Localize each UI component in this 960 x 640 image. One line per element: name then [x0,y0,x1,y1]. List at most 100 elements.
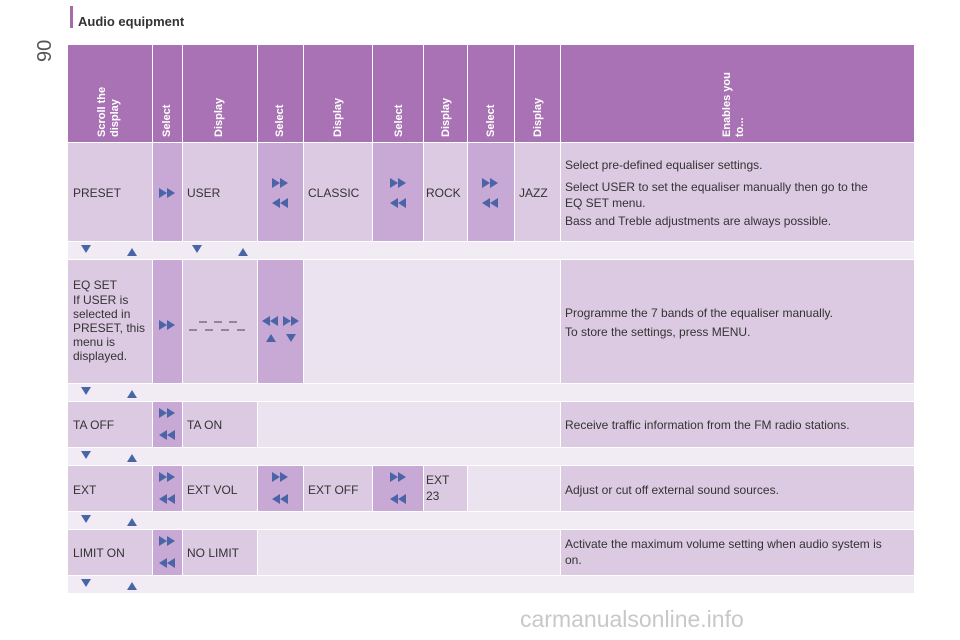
eqset-cell-1: EQ SET If USER is selected in PRESET, th… [68,260,152,383]
header-scroll: Scroll the display [68,45,152,142]
header-select-4: Select [468,45,514,142]
arrow-up-icon [266,334,276,342]
section-title: Audio equipment [78,14,185,29]
ta-desc: Receive traffic information from the FM … [565,418,850,432]
rewind-icon [270,198,288,208]
eqset-label: EQ SET [73,278,118,292]
eqset-select-2 [258,260,303,383]
arrow-up-icon [127,248,137,256]
header-display-3-label: Display [440,97,452,137]
preset-desc-2: Select USER to set the equaliser manuall… [565,180,868,210]
ext-cell-1: EXT [68,466,152,511]
arrow-up-icon [127,454,137,462]
header-select-2: Select [258,45,303,142]
header-select-3: Select [373,45,423,142]
section-marker [70,6,73,28]
limit-desc: Activate the maximum volume setting when… [565,537,882,567]
preset-description: Select pre-defined equaliser settings. S… [561,143,914,241]
scroll-bar-5 [68,576,914,593]
limit-cell-2: NO LIMIT [183,530,257,575]
rock-label: ROCK [426,186,461,200]
ta-description: Receive traffic information from the FM … [561,402,914,447]
preset-cell-2: USER [183,143,257,241]
scroll-bar-2 [68,384,914,401]
preset-select-2 [258,143,303,241]
ext-label: EXT [73,483,97,497]
rewind-icon [157,558,175,568]
header-display-4: Display [515,45,560,142]
fast-forward-icon [272,178,290,188]
scroll-bar-3 [68,448,914,465]
rewind-icon [157,494,175,504]
eqset-select-1 [153,260,182,383]
rewind-icon [157,430,175,440]
limit-description: Activate the maximum volume setting when… [561,530,914,575]
fast-forward-icon [159,320,177,330]
limit-select-1 [153,530,182,575]
header-select-2-label: Select [274,104,286,137]
limit-empty [258,530,560,575]
header-select-1: Select [153,45,182,142]
scroll-bar-4 [68,512,914,529]
arrow-down-icon [81,579,91,587]
fast-forward-icon [159,408,177,418]
ta-cell-2: TA ON [183,402,257,447]
ta-off-label: TA OFF [73,418,115,432]
rewind-icon [260,316,278,326]
fast-forward-icon [283,316,301,326]
limit-cell-1: LIMIT ON [68,530,152,575]
ext-desc: Adjust or cut off external sound sources… [565,483,779,497]
header-display-3: Display [424,45,467,142]
ta-on-label: TA ON [187,418,223,432]
eqset-empty [304,260,560,383]
ext-select-1 [153,466,182,511]
fast-forward-icon [159,472,177,482]
arrow-up-icon [127,518,137,526]
page-number: 90 [34,39,56,62]
arrow-down-icon [81,515,91,523]
arrow-up-icon [127,390,137,398]
equaliser-bands-icon [189,321,245,331]
header-display-2-label: Display [332,97,344,137]
ext-description: Adjust or cut off external sound sources… [561,466,914,511]
ext-vol-label: EXT VOL [187,483,238,497]
ta-cell-1: TA OFF [68,402,152,447]
classic-label: CLASSIC [308,186,360,200]
arrow-down-icon [81,451,91,459]
jazz-label: JAZZ [519,186,548,200]
fast-forward-icon [272,472,290,482]
preset-select-1 [153,143,182,241]
preset-select-4 [468,143,514,241]
eqset-band-display [183,260,257,383]
arrow-down-icon [286,334,296,342]
ext-off-label: EXT OFF [308,483,359,497]
arrow-down-icon [192,245,202,253]
rewind-icon [480,198,498,208]
no-limit-label: NO LIMIT [187,546,240,560]
rewind-icon [388,494,406,504]
ext-empty [468,466,560,511]
preset-cell-4: ROCK [424,143,467,241]
header-display-1: Display [183,45,257,142]
header-select-3-label: Select [393,104,405,137]
eqset-desc-2: To store the settings, press MENU. [565,325,751,339]
watermark: carmanualsonline.info [520,606,744,632]
ext-cell-3: EXT OFF [304,466,372,511]
arrow-up-icon [127,582,137,590]
preset-cell-1: PRESET [68,143,152,241]
scroll-bar-1 [68,242,914,259]
header-select-4-label: Select [485,104,497,137]
header-display-1-label: Display [213,97,225,137]
header-display-2: Display [304,45,372,142]
header-enables: Enables you to... [561,45,914,142]
ext-cell-2: EXT VOL [183,466,257,511]
fast-forward-icon [390,178,408,188]
fast-forward-icon [159,536,177,546]
arrow-up-icon [238,248,248,256]
preset-desc-3: Bass and Treble adjustments are always p… [565,214,832,228]
preset-label: PRESET [73,186,122,200]
eqset-description: Programme the 7 bands of the equaliser m… [561,260,914,383]
header-display-4-label: Display [532,97,544,137]
user-label: USER [187,186,221,200]
eqset-note: If USER is selected in PRESET, this menu… [73,293,146,363]
